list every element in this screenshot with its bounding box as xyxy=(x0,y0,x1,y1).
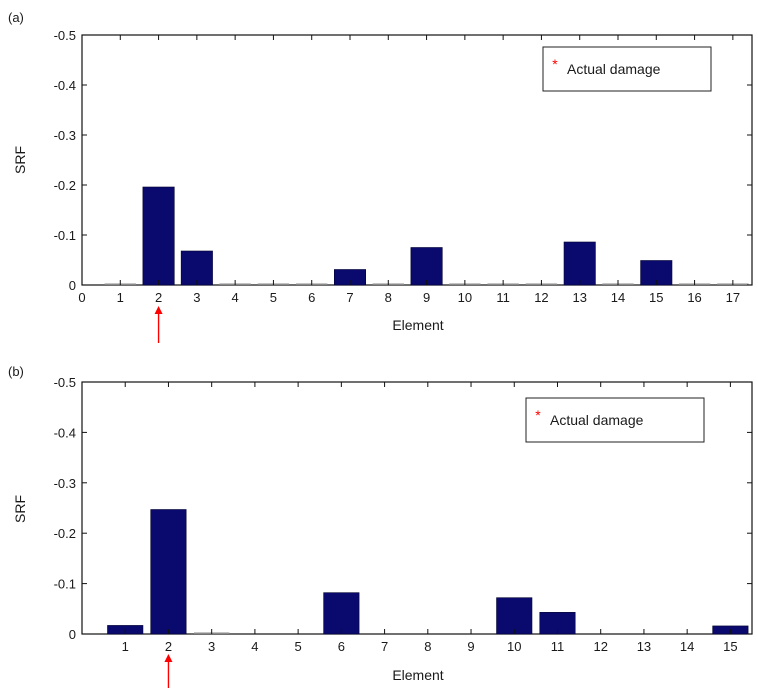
x-tick-label: 15 xyxy=(649,290,663,305)
bar-element-9 xyxy=(410,247,443,286)
y-tick-label: -0.2 xyxy=(54,526,76,541)
legend-marker-icon: * xyxy=(535,407,541,423)
x-tick-label: 5 xyxy=(270,290,277,305)
legend-box xyxy=(525,397,705,443)
x-tick-label: 9 xyxy=(467,639,474,654)
y-tick-label: -0.5 xyxy=(54,375,76,390)
x-tick-label: 0 xyxy=(78,290,85,305)
x-tick-label: 11 xyxy=(551,639,565,654)
x-axis-title: Element xyxy=(392,667,443,683)
x-tick-label: 12 xyxy=(593,639,607,654)
damage-arrow-icon xyxy=(164,654,173,662)
bar-element-2 xyxy=(142,186,175,286)
y-tick-label: -0.2 xyxy=(54,178,76,193)
panel-label: (a) xyxy=(8,10,24,25)
x-axis-title: Element xyxy=(392,317,443,333)
x-tick-label: 3 xyxy=(193,290,200,305)
panel-b: (b)1 2 3 4 5 6 7 8 9 10 11 12 13 14 150-0.1-0.2-0.3-0.… xyxy=(8,364,753,688)
y-tick-label: 0 xyxy=(69,627,76,642)
y-tick-label: 0 xyxy=(69,278,76,293)
x-tick-label: 5 xyxy=(295,639,302,654)
x-tick-label: 12 xyxy=(534,290,548,305)
x-tick-label: 17 xyxy=(726,290,740,305)
x-tick-label: 14 xyxy=(611,290,625,305)
y-tick-label: -0.5 xyxy=(54,28,76,43)
x-tick-label: 13 xyxy=(572,290,586,305)
y-tick-label: -0.3 xyxy=(54,476,76,491)
y-tick-label: -0.4 xyxy=(54,78,76,93)
bar-element-10 xyxy=(496,597,533,635)
x-tick-label: 10 xyxy=(458,290,472,305)
y-tick-label: -0.1 xyxy=(54,228,76,243)
legend-label: Actual damage xyxy=(550,412,644,428)
x-tick-label: 2 xyxy=(155,290,162,305)
x-tick-label: 8 xyxy=(385,290,392,305)
x-tick-label: 1 xyxy=(117,290,124,305)
x-tick-label: 13 xyxy=(637,639,651,654)
panel-label: (b) xyxy=(8,364,24,379)
bar-element-6 xyxy=(323,592,360,635)
x-tick-label: 14 xyxy=(680,639,694,654)
bar-element-2 xyxy=(150,509,187,635)
panel-a: (a)0 1 2 3 4 5 6 7 8 9 10 11 12 13 14 15 16 170-0.1-0.2-0… xyxy=(8,10,753,343)
x-tick-label: 4 xyxy=(251,639,258,654)
x-tick-label: 16 xyxy=(687,290,701,305)
x-tick-label: 6 xyxy=(308,290,315,305)
y-axis-title: SRF xyxy=(12,495,28,523)
y-tick-label: -0.3 xyxy=(54,128,76,143)
bar-element-13 xyxy=(563,241,596,286)
legend-marker-icon: * xyxy=(552,56,558,72)
x-tick-label: 7 xyxy=(381,639,388,654)
x-tick-label: 6 xyxy=(338,639,345,654)
legend-label: Actual damage xyxy=(567,61,661,77)
x-tick-label: 9 xyxy=(423,290,430,305)
damage-arrow-icon xyxy=(154,306,163,314)
x-tick-label: 8 xyxy=(424,639,431,654)
x-tick-label: 11 xyxy=(496,290,510,305)
x-tick-label: 10 xyxy=(507,639,521,654)
y-axis-title: SRF xyxy=(12,146,28,174)
y-tick-label: -0.4 xyxy=(54,425,76,440)
x-tick-label: 2 xyxy=(165,639,172,654)
x-tick-label: 7 xyxy=(346,290,353,305)
y-tick-label: -0.1 xyxy=(54,577,76,592)
legend-box xyxy=(542,46,712,92)
x-tick-label: 4 xyxy=(232,290,239,305)
x-tick-label: 3 xyxy=(208,639,215,654)
x-tick-label: 1 xyxy=(122,639,129,654)
x-tick-label: 15 xyxy=(723,639,737,654)
bar-element-3 xyxy=(180,250,213,286)
